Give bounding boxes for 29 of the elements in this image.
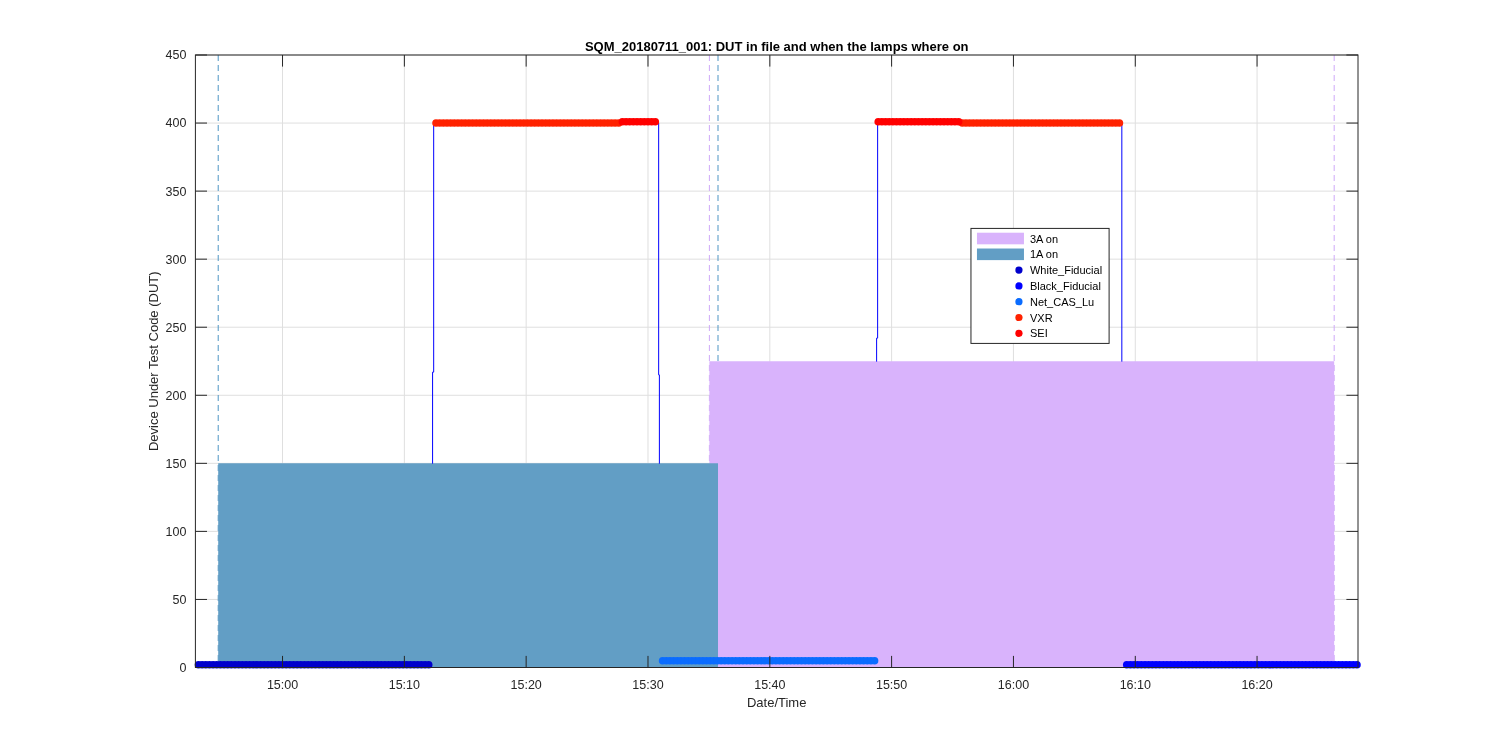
legend-label: SEI bbox=[1029, 327, 1048, 340]
y-axis-title: Device Under Test Code (DUT) bbox=[146, 271, 161, 452]
legend-label: White_Fiducial bbox=[1029, 264, 1103, 277]
x-axis-title: Date/Time bbox=[746, 695, 807, 710]
y-tick-label: 400 bbox=[165, 116, 187, 131]
legend-label: VXR bbox=[1029, 311, 1053, 324]
y-tick-label: 250 bbox=[165, 320, 187, 335]
legend-label: Net_CAS_Lu bbox=[1029, 295, 1095, 308]
x-tick-label: 15:50 bbox=[875, 678, 908, 692]
y-tick-label: 350 bbox=[165, 184, 187, 199]
y-tick-label: 200 bbox=[165, 388, 187, 403]
y-tick-label: 450 bbox=[165, 48, 187, 63]
x-tick-label: 16:20 bbox=[1241, 678, 1273, 692]
x-tick-label: 16:10 bbox=[1119, 678, 1151, 692]
x-tick-label: 15:30 bbox=[632, 678, 664, 692]
y-tick-label: 150 bbox=[165, 456, 187, 471]
x-tick-label: 15:40 bbox=[754, 678, 786, 692]
y-tick-label: 100 bbox=[165, 524, 187, 539]
x-tick-label: 16:00 bbox=[997, 678, 1030, 692]
x-tick-label: 15:20 bbox=[510, 678, 542, 692]
legend-label: 3A on bbox=[1029, 232, 1059, 245]
y-tick-label: 0 bbox=[179, 660, 187, 675]
chart-title: SQM_20180711_001: DUT in file and when the lamps where on bbox=[584, 38, 969, 54]
x-tick-label: 15:10 bbox=[388, 678, 421, 692]
y-tick-label: 300 bbox=[165, 252, 187, 267]
x-tick-label: 15:00 bbox=[266, 678, 299, 692]
legend-label: 1A on bbox=[1029, 248, 1059, 261]
y-tick-label: 50 bbox=[172, 592, 187, 607]
legend-label: Black_Fiducial bbox=[1029, 279, 1101, 292]
